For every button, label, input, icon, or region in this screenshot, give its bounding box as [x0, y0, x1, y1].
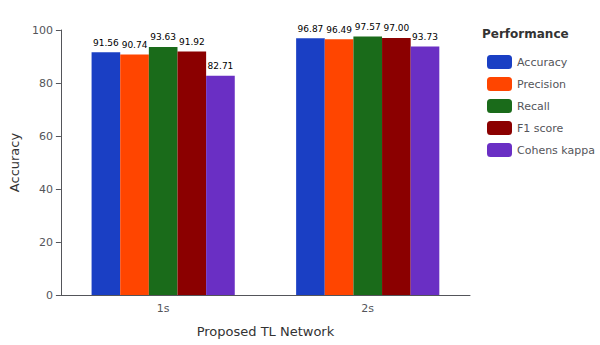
svg-text:Recall: Recall	[517, 100, 550, 113]
svg-text:Proposed TL Network: Proposed TL Network	[197, 324, 335, 339]
svg-text:F1 score: F1 score	[517, 122, 564, 135]
svg-text:0: 0	[46, 289, 53, 302]
svg-text:82.71: 82.71	[208, 61, 234, 71]
svg-text:100: 100	[32, 24, 53, 37]
svg-text:Precision: Precision	[517, 78, 566, 91]
svg-text:Accuracy: Accuracy	[517, 56, 568, 69]
svg-text:Accuracy: Accuracy	[7, 133, 22, 193]
svg-text:91.92: 91.92	[179, 37, 205, 47]
svg-text:96.49: 96.49	[326, 25, 352, 35]
svg-text:97.00: 97.00	[383, 23, 409, 33]
svg-text:20: 20	[39, 236, 53, 249]
svg-text:96.87: 96.87	[298, 24, 324, 34]
svg-text:60: 60	[39, 130, 53, 143]
svg-text:2s: 2s	[361, 302, 374, 315]
svg-text:40: 40	[39, 183, 53, 196]
svg-text:Cohens kappa: Cohens kappa	[517, 144, 595, 157]
svg-text:1s: 1s	[157, 302, 170, 315]
svg-text:97.57: 97.57	[355, 22, 381, 32]
svg-text:Performance: Performance	[482, 27, 569, 41]
svg-text:93.73: 93.73	[412, 32, 438, 42]
svg-text:93.63: 93.63	[150, 32, 176, 42]
svg-text:80: 80	[39, 77, 53, 90]
svg-text:91.56: 91.56	[93, 38, 119, 48]
svg-text:90.74: 90.74	[122, 40, 148, 50]
